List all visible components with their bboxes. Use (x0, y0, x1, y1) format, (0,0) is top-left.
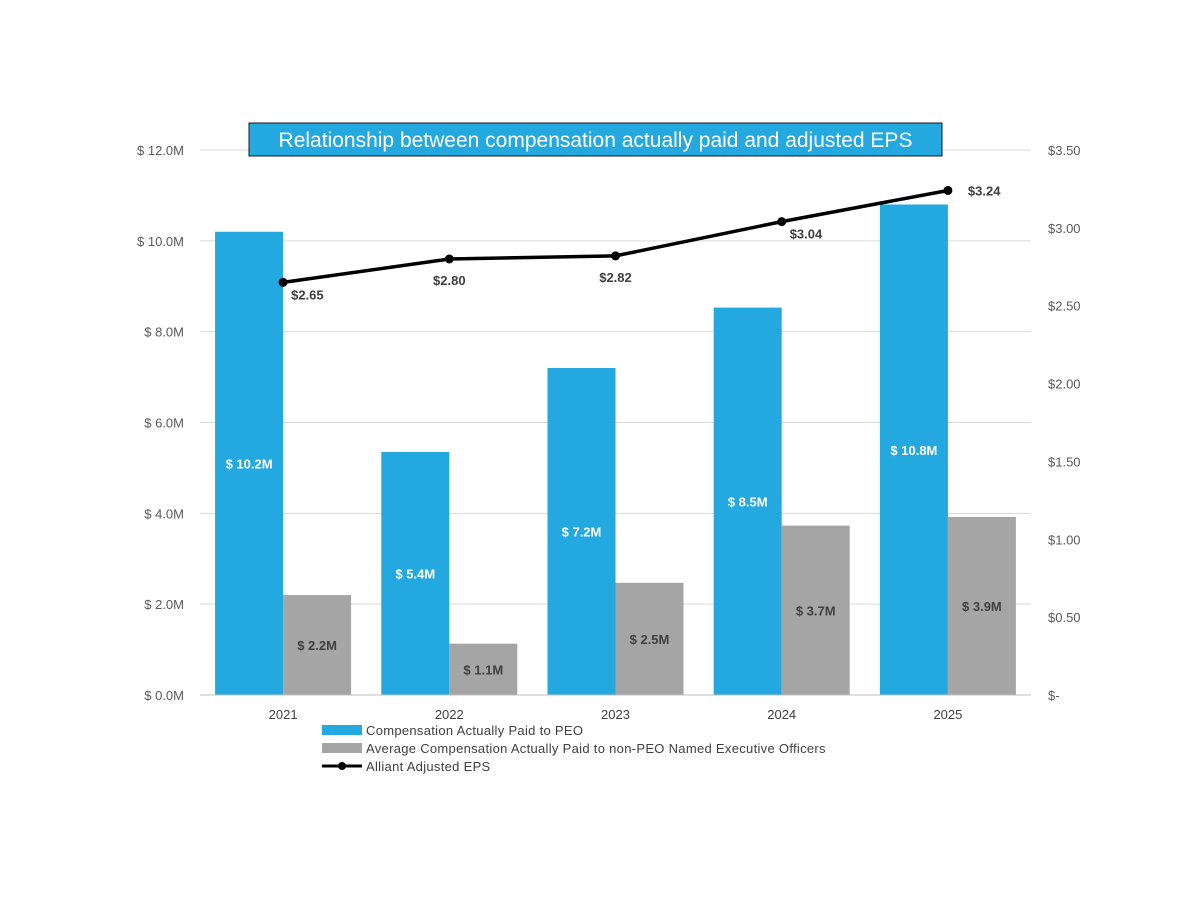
data-label-peo: $ 7.2M (562, 525, 602, 540)
y-right-tick-label: $- (1048, 688, 1060, 703)
legend-label-eps: Alliant Adjusted EPS (366, 759, 491, 774)
eps-line (278, 185, 953, 287)
bar-non-peo (781, 525, 850, 695)
y-left-tick-label: $ 6.0M (144, 416, 184, 431)
legend-swatch-peo (322, 725, 362, 735)
eps-point (278, 277, 288, 287)
bar-non-peo (283, 595, 352, 695)
eps-series-line (282, 188, 949, 285)
bar-non-peo (947, 516, 1016, 695)
legend-swatch-eps-marker (338, 762, 346, 770)
eps-point (943, 185, 953, 195)
bar-peo (547, 368, 616, 695)
chart-title-text: Relationship between compensation actual… (279, 129, 913, 152)
bar-non-peo (615, 582, 684, 695)
data-label-eps: $3.24 (968, 183, 1001, 198)
data-label-peo: $ 5.4M (395, 567, 435, 582)
y-right-tick-label: $2.00 (1048, 377, 1081, 392)
y-right-tick-label: $1.00 (1048, 532, 1081, 547)
data-label-non-peo: $ 1.1M (463, 662, 503, 677)
chart-title: Relationship between compensation actual… (248, 122, 943, 157)
y-left-tick-label: $ 12.0M (137, 143, 184, 158)
y-right-tick-label: $3.00 (1048, 221, 1081, 236)
y-left-tick-label: $ 8.0M (144, 325, 184, 340)
x-tick-label: 2023 (601, 707, 630, 722)
data-labels: $ 10.2M $ 2.2M $ 5.4M $ 1.1M $ 7.2M $ 2.5M $ 8… (226, 183, 1002, 677)
data-label-eps: $2.65 (291, 287, 324, 302)
y-left-tick-label: $ 4.0M (144, 506, 184, 521)
legend-label-peo: Compensation Actually Paid to PEO (366, 723, 583, 738)
data-label-non-peo: $ 2.2M (297, 638, 337, 653)
bar-peo (215, 231, 284, 695)
x-tick-label: 2024 (767, 707, 796, 722)
legend-label-non-peo: Average Compensation Actually Paid to no… (366, 741, 826, 756)
data-label-eps: $2.80 (433, 273, 466, 288)
y-left-tick-label: $ 10.0M (137, 234, 184, 249)
bars (215, 204, 1016, 695)
bar-non-peo (449, 643, 518, 695)
x-tick-label: 2021 (269, 707, 298, 722)
bar-peo (713, 307, 782, 695)
eps-point (777, 217, 787, 227)
data-label-non-peo: $ 3.9M (962, 599, 1002, 614)
chart-title-box (248, 122, 943, 157)
data-label-peo: $ 8.5M (728, 494, 768, 509)
eps-point (444, 254, 454, 264)
data-label-eps: $3.04 (790, 227, 823, 242)
y-left-tick-label: $ 2.0M (144, 597, 184, 612)
data-label-peo: $ 10.2M (226, 456, 273, 471)
x-tick-label: 2025 (933, 707, 962, 722)
data-label-non-peo: $ 2.5M (630, 632, 670, 647)
y-right-tick-label: $1.50 (1048, 454, 1081, 469)
y-left-tick-label: $ 0.0M (144, 688, 184, 703)
bar-peo (381, 452, 450, 695)
data-label-eps: $2.82 (599, 270, 632, 285)
eps-point (611, 251, 620, 261)
legend-swatch-non-peo (322, 743, 362, 753)
y-right-tick-label: $2.50 (1048, 299, 1081, 314)
axes: $ 0.0M $ 2.0M $ 4.0M $ 6.0M $ 8.0M $ 10.0M $ 1… (137, 143, 1081, 722)
x-tick-label: 2022 (435, 707, 464, 722)
bar-peo (879, 204, 948, 695)
data-label-non-peo: $ 3.7M (796, 603, 836, 618)
y-right-tick-label: $0.50 (1048, 610, 1081, 625)
y-right-tick-label: $3.50 (1048, 143, 1081, 158)
legend: Compensation Actually Paid to PEO Average… (322, 723, 826, 774)
data-label-peo: $ 10.8M (890, 443, 937, 458)
